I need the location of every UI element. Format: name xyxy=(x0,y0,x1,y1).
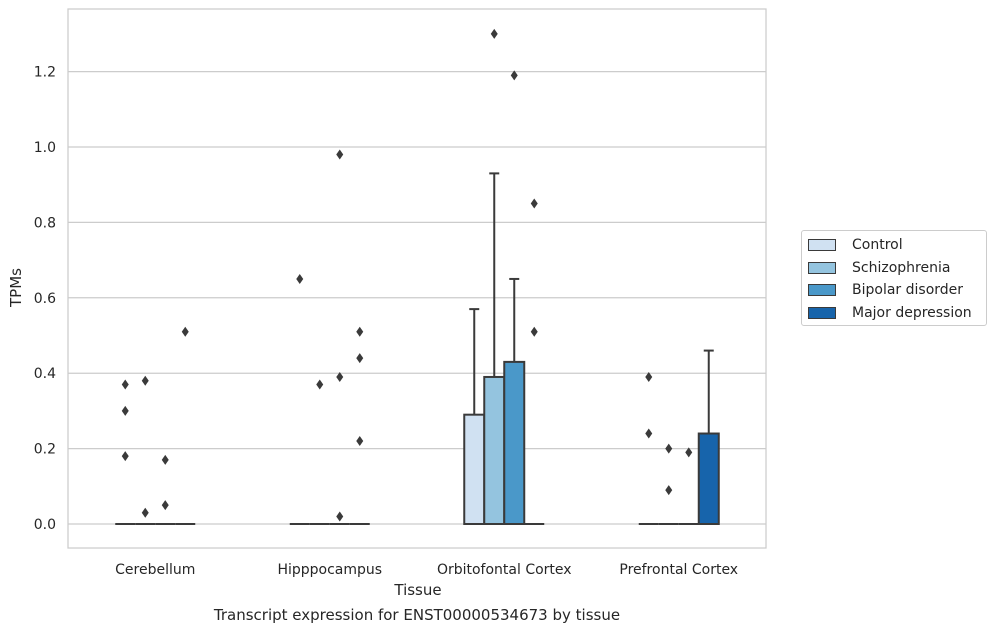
y-tick-label: 0.2 xyxy=(34,442,56,458)
outlier-point xyxy=(645,371,653,382)
box xyxy=(524,198,545,525)
outlier-point xyxy=(141,507,149,518)
outlier-point xyxy=(645,428,653,439)
legend-label-control: Control xyxy=(852,237,903,253)
outlier-point xyxy=(685,447,693,458)
legend: Control Schizophrenia Bipolar disorder M… xyxy=(801,230,987,326)
boxes xyxy=(115,28,720,526)
legend-label-schizophrenia: Schizophrenia xyxy=(852,260,951,276)
grid-lines xyxy=(68,70,766,525)
x-tick-label: Orbitofontal Cortex xyxy=(437,562,572,578)
legend-item-major-depression: Major depression xyxy=(808,304,972,322)
outlier-point xyxy=(336,149,344,160)
box xyxy=(638,371,659,525)
outlier-point xyxy=(316,379,324,390)
box xyxy=(658,443,679,525)
x-tick-label: Prefrontal Cortex xyxy=(619,562,738,578)
outlier-point xyxy=(336,371,344,382)
legend-label-bipolar-disorder: Bipolar disorder xyxy=(852,282,964,298)
box xyxy=(678,447,699,525)
box-body xyxy=(503,360,526,526)
box xyxy=(503,70,526,526)
legend-swatch-major-depression xyxy=(808,307,836,319)
outlier-point xyxy=(665,485,673,496)
outlier-point xyxy=(141,375,149,386)
outlier-point xyxy=(121,451,129,462)
y-tick-labels: 0.0 0.2 0.4 0.6 0.8 1.0 1.2 xyxy=(34,65,56,533)
box xyxy=(483,28,506,525)
box xyxy=(349,326,370,525)
y-axis-label: TPMs xyxy=(7,268,25,308)
y-tick-label: 0.4 xyxy=(34,366,56,382)
box xyxy=(155,454,176,525)
box-body xyxy=(463,413,486,526)
y-tick-label: 0.8 xyxy=(34,215,56,231)
legend-item-schizophrenia: Schizophrenia xyxy=(808,259,950,277)
legend-swatch-bipolar-disorder xyxy=(808,284,836,296)
x-axis-label: Tissue xyxy=(393,581,441,599)
outlier-point xyxy=(356,326,364,337)
y-tick-label: 0.6 xyxy=(34,291,56,307)
legend-swatch-schizophrenia xyxy=(808,262,836,274)
outlier-point xyxy=(356,353,364,364)
outlier-point xyxy=(161,500,169,511)
legend-swatch-control xyxy=(808,239,836,251)
outlier-point xyxy=(490,28,498,39)
outlier-point xyxy=(336,511,344,522)
outlier-point xyxy=(510,70,518,81)
box xyxy=(289,273,310,525)
box xyxy=(309,379,330,525)
outlier-point xyxy=(121,379,129,390)
outlier-point xyxy=(530,198,538,209)
outlier-point xyxy=(181,326,189,337)
legend-item-control: Control xyxy=(808,236,903,254)
box xyxy=(463,308,486,526)
box xyxy=(329,149,350,525)
box xyxy=(697,349,720,525)
y-tick-label: 0.0 xyxy=(34,517,56,533)
box-body xyxy=(483,375,506,525)
y-tick-label: 1.2 xyxy=(34,65,56,81)
box xyxy=(135,375,156,525)
x-tick-labels: Cerebellum Hipppocampus Orbitofontal Corte… xyxy=(115,562,738,578)
box-body xyxy=(697,432,720,525)
legend-label-major-depression: Major depression xyxy=(852,305,972,321)
outlier-point xyxy=(356,436,364,447)
outlier-point xyxy=(161,454,169,465)
box xyxy=(175,326,196,525)
legend-item-bipolar-disorder: Bipolar disorder xyxy=(808,281,963,299)
chart-title: Transcript expression for ENST0000053467… xyxy=(213,606,621,624)
y-tick-label: 1.0 xyxy=(34,140,56,156)
x-tick-label: Hipppocampus xyxy=(277,562,382,578)
box xyxy=(115,379,136,525)
outlier-point xyxy=(530,326,538,337)
outlier-point xyxy=(121,405,129,416)
x-tick-label: Cerebellum xyxy=(115,562,195,578)
outlier-point xyxy=(665,443,673,454)
plot-area-frame xyxy=(67,8,767,549)
outlier-point xyxy=(296,273,304,284)
